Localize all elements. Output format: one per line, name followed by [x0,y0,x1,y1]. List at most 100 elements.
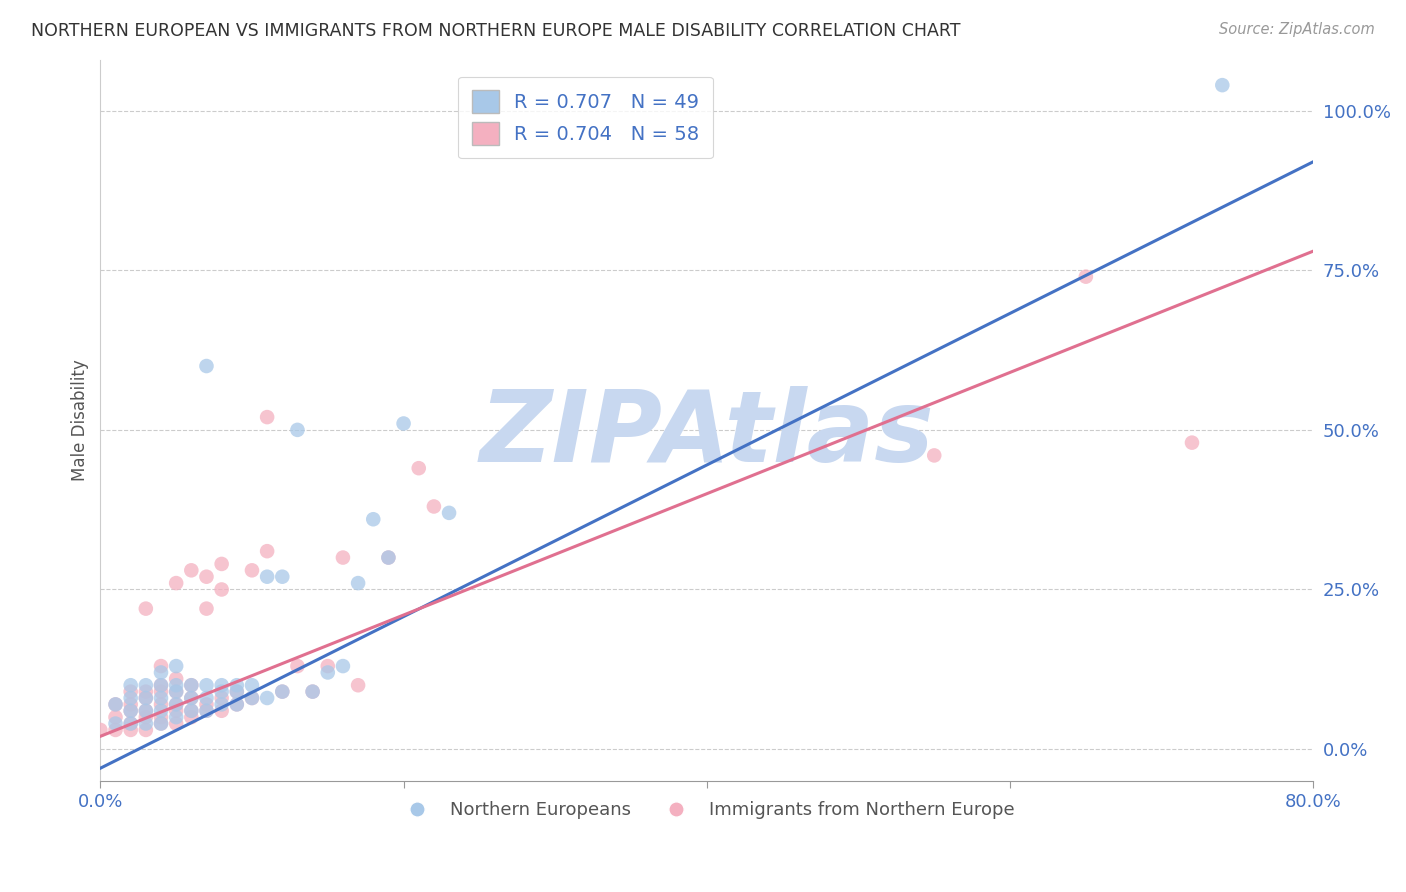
Point [120,723,142,737]
Point [195,704,218,718]
Point [922,449,945,463]
Point [135,710,157,724]
Point [165,684,187,698]
Point [135,678,157,692]
Point [256,691,278,706]
Point [211,684,233,698]
Point [316,659,339,673]
Point [120,716,142,731]
Point [104,698,127,712]
Point [150,659,173,673]
Point [135,691,157,706]
Point [347,678,370,692]
Point [120,684,142,698]
Point [135,704,157,718]
Point [211,582,233,597]
Point [332,659,354,673]
Point [211,557,233,571]
Point [240,691,263,706]
Point [271,684,294,698]
Point [150,698,173,712]
Point [211,698,233,712]
Point [135,716,157,731]
Point [104,716,127,731]
Point [104,710,127,724]
Point [165,678,187,692]
Point [347,576,370,591]
Point [165,710,187,724]
Point [316,665,339,680]
Point [150,691,173,706]
Text: ZIPAtlas: ZIPAtlas [479,386,934,483]
Point [195,678,218,692]
Point [301,684,323,698]
Point [256,410,278,425]
Point [225,684,247,698]
Point [1211,78,1233,92]
Point [1181,435,1204,450]
Point [195,359,218,373]
Point [377,550,399,565]
Point [165,684,187,698]
Point [180,678,202,692]
Point [120,704,142,718]
Point [195,704,218,718]
Text: Source: ZipAtlas.com: Source: ZipAtlas.com [1219,22,1375,37]
Point [150,678,173,692]
Point [165,716,187,731]
Point [180,691,202,706]
Point [104,723,127,737]
Point [150,704,173,718]
Point [165,704,187,718]
Point [225,678,247,692]
Point [240,691,263,706]
Point [150,716,173,731]
Point [165,698,187,712]
Point [165,672,187,686]
Point [301,684,323,698]
Point [104,698,127,712]
Point [120,691,142,706]
Point [195,691,218,706]
Point [240,678,263,692]
Point [240,563,263,577]
Point [225,684,247,698]
Point [225,698,247,712]
Point [180,691,202,706]
Point [195,698,218,712]
Point [225,698,247,712]
Point [287,659,309,673]
Point [271,570,294,584]
Point [180,563,202,577]
Point [165,698,187,712]
Point [195,570,218,584]
Point [180,678,202,692]
Point [180,710,202,724]
Point [150,665,173,680]
Point [1074,269,1097,284]
Point [135,723,157,737]
Point [120,704,142,718]
Point [150,710,173,724]
Point [211,678,233,692]
Legend: Northern Europeans, Immigrants from Northern Europe: Northern Europeans, Immigrants from Nort… [392,794,1021,826]
Point [423,500,446,514]
Text: NORTHERN EUROPEAN VS IMMIGRANTS FROM NORTHERN EUROPE MALE DISABILITY CORRELATION: NORTHERN EUROPEAN VS IMMIGRANTS FROM NOR… [31,22,960,40]
Point [437,506,460,520]
Point [271,684,294,698]
Point [180,704,202,718]
Point [120,698,142,712]
Point [120,716,142,731]
Point [135,601,157,615]
Point [256,544,278,558]
Point [150,716,173,731]
Point [377,550,399,565]
Point [135,691,157,706]
Point [211,691,233,706]
Point [135,684,157,698]
Point [120,678,142,692]
Point [165,576,187,591]
Point [256,570,278,584]
Point [408,461,430,475]
Point [211,704,233,718]
